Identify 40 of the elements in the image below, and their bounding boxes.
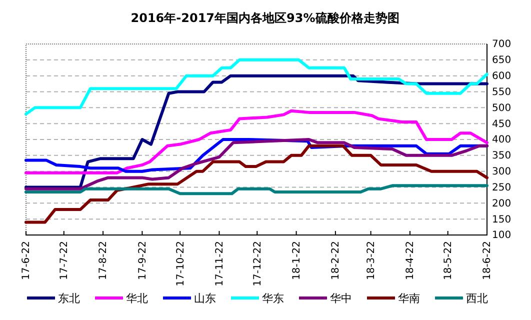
- y-tick-label: 250: [492, 182, 512, 194]
- x-tick-label: 18-2-22: [330, 241, 342, 280]
- y-tick-label: 350: [492, 150, 512, 162]
- line-series: [24, 109, 488, 174]
- legend-label: 华中: [330, 292, 352, 305]
- line-series: [24, 144, 488, 224]
- x-tick-label: 17-12-22: [252, 241, 264, 286]
- y-tick-label: 500: [492, 102, 512, 114]
- x-tick-label: 18-1-22: [291, 241, 302, 280]
- y-tick-label: 450: [492, 118, 512, 130]
- chart-title: 2016年-2017年国内各地区93%硫酸价格走势图: [130, 11, 400, 25]
- y-tick-label: 150: [492, 214, 512, 226]
- x-tick-label: 18-6-22: [482, 241, 494, 280]
- line-series: [24, 138, 488, 190]
- x-tick-label: 18-5-22: [443, 241, 454, 280]
- legend-label: 东北: [58, 292, 80, 305]
- y-tick-label: 650: [492, 55, 512, 66]
- line-series: [24, 74, 488, 189]
- legend-label: 华东: [262, 292, 284, 305]
- line-series: [24, 58, 488, 116]
- legend-label: 华南: [398, 292, 420, 305]
- line-series: [24, 184, 488, 196]
- x-tick-label: 17-9-22: [137, 241, 148, 280]
- y-tick-label: 550: [492, 86, 512, 98]
- y-tick-label: 600: [492, 71, 512, 82]
- x-tick-label: 17-6-22: [21, 241, 32, 280]
- x-tick-label: 18-3-22: [366, 241, 378, 280]
- x-tick-label: 18-4-22: [405, 241, 416, 280]
- y-tick-label: 400: [492, 134, 512, 146]
- legend-label: 华北: [126, 292, 148, 305]
- y-tick-label: 200: [492, 198, 512, 210]
- legend-label: 山东: [194, 292, 216, 305]
- y-tick-label: 300: [492, 166, 512, 178]
- x-tick-label: 17-10-22: [175, 241, 186, 286]
- x-tick-label: 17-8-22: [98, 241, 110, 280]
- legend-label: 西北: [466, 292, 488, 305]
- y-tick-label: 700: [492, 39, 512, 50]
- x-tick-label: 17-11-22: [214, 241, 226, 286]
- x-tick-label: 17-7-22: [59, 241, 70, 280]
- y-tick-label: 100: [492, 230, 512, 242]
